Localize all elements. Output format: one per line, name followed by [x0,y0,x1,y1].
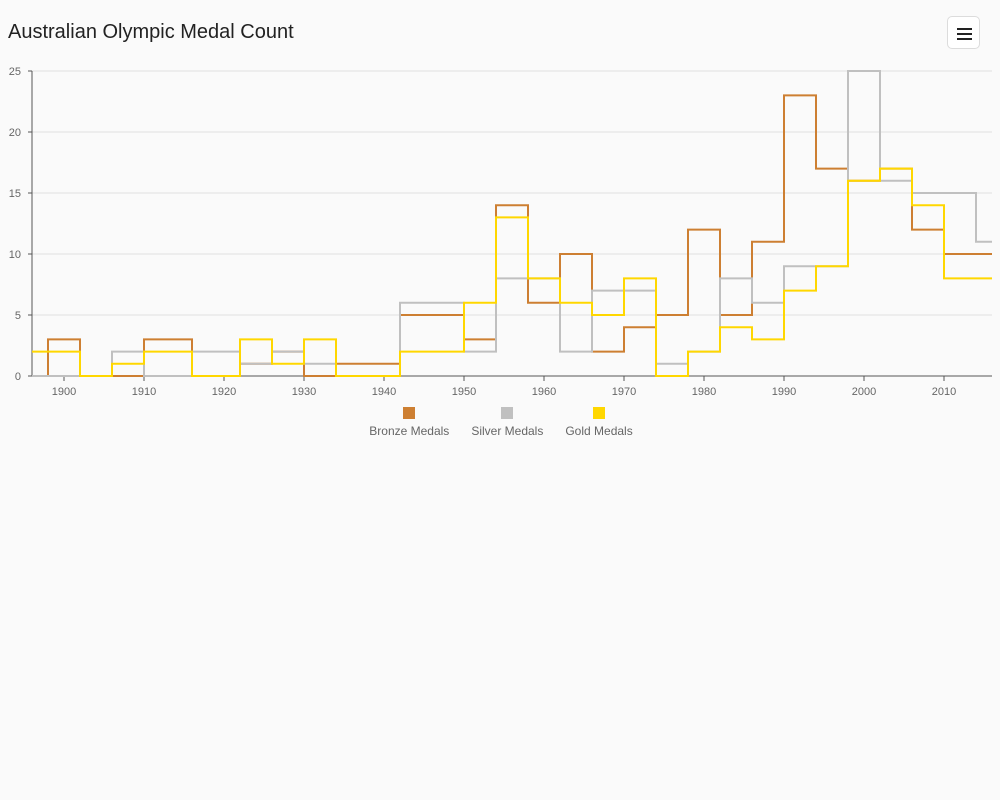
legend-label: Silver Medals [471,424,544,438]
y-tick-label: 25 [9,66,21,78]
chart-menu-button[interactable] [947,16,980,49]
x-tick-label: 1980 [692,386,716,398]
x-tick-label: 1940 [372,386,396,398]
legend-swatch [501,407,514,419]
legend-swatch [593,407,606,419]
y-tick-label: 5 [15,310,21,322]
legend-item[interactable]: Bronze Medals [369,407,449,438]
legend-swatch [403,407,416,419]
x-tick-label: 1970 [612,386,636,398]
y-tick-label: 15 [9,188,21,200]
y-tick-label: 20 [9,127,21,139]
x-tick-label: 1960 [532,386,556,398]
x-tick-label: 1900 [52,386,76,398]
x-tick-label: 1930 [292,386,316,398]
y-tick-label: 0 [15,371,21,383]
chart-legend: Bronze Medals Silver Medals Gold Medals [1,407,1000,438]
x-tick-label: 1950 [452,386,476,398]
chart-plot: 0 5 10 15 20 25 1900 1910 1920 1930 1940 1950 1960 19… [9,66,992,398]
x-tick-label: 1910 [132,386,156,398]
legend-label: Bronze Medals [369,424,450,438]
legend-item[interactable]: Gold Medals [565,407,633,438]
series-line [32,70,992,377]
x-tick-label: 2000 [852,386,876,398]
legend-label: Gold Medals [565,424,633,438]
legend-item[interactable]: Silver Medals [471,407,543,438]
series-line [32,167,992,377]
x-tick-label: 2010 [932,386,956,398]
y-tick-label: 10 [9,249,21,261]
x-tick-label: 1920 [212,386,236,398]
chart-title: Australian Olympic Medal Count [8,21,294,43]
x-tick-label: 1990 [772,386,796,398]
